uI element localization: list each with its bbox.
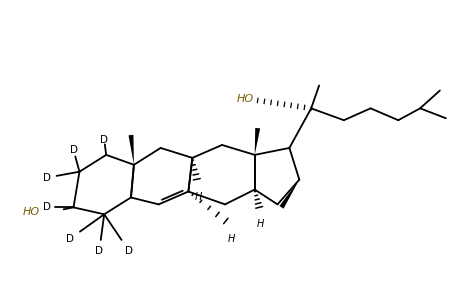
Text: D: D: [66, 234, 74, 244]
Text: D: D: [95, 246, 103, 256]
Polygon shape: [255, 128, 260, 155]
Text: HO: HO: [237, 94, 254, 104]
Text: D: D: [125, 246, 133, 256]
Text: D: D: [70, 145, 77, 155]
Text: H: H: [228, 234, 235, 244]
Text: D: D: [100, 135, 108, 145]
Text: D: D: [43, 173, 51, 183]
Text: HO: HO: [23, 207, 40, 217]
Polygon shape: [279, 180, 299, 209]
Text: D: D: [43, 202, 51, 212]
Text: H: H: [257, 219, 264, 229]
Polygon shape: [128, 135, 134, 165]
Text: H: H: [195, 192, 202, 201]
